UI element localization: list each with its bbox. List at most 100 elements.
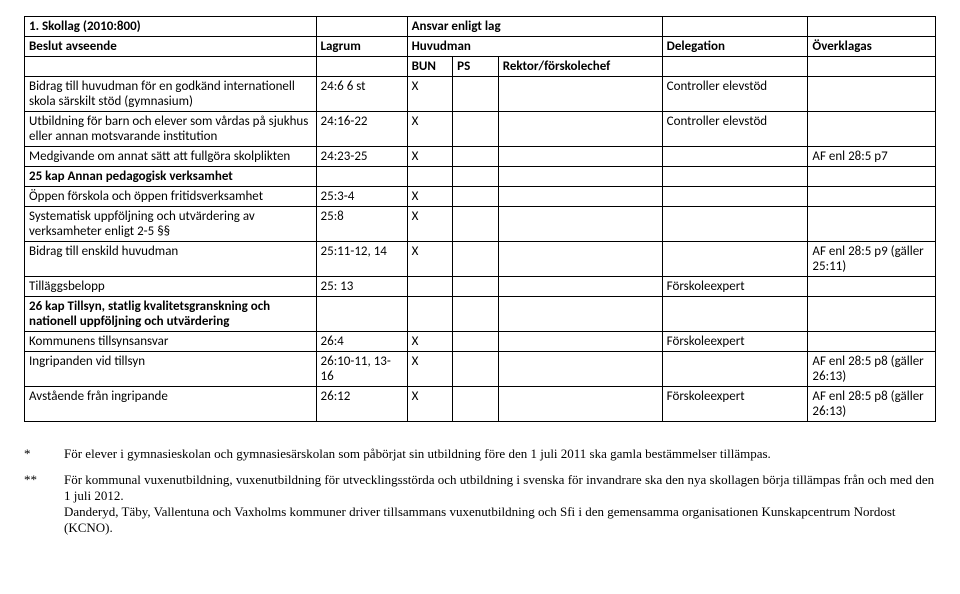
cell-bun bbox=[407, 277, 453, 297]
cell-rektor bbox=[498, 207, 662, 242]
cell-ps bbox=[453, 352, 499, 387]
col-rektor: Rektor/förskolechef bbox=[498, 57, 662, 77]
table-row: Kommunens tillsynsansvar26:4X Förskoleexp… bbox=[25, 332, 936, 352]
cell-delegation: Controller elevstöd bbox=[662, 112, 808, 147]
law-table: 1. Skollag (2010:800) Ansvar enligt lag … bbox=[24, 16, 936, 422]
cell-overk bbox=[808, 167, 936, 187]
cell-bun: X bbox=[407, 207, 453, 242]
cell-lagrum: 24:6 6 st bbox=[316, 77, 407, 112]
table-row: Avstående från ingripande26:12XFörskolee… bbox=[25, 387, 936, 422]
section-title: 1. Skollag (2010:800) bbox=[25, 17, 317, 37]
cell-overk: AF enl 28:5 p7 bbox=[808, 147, 936, 167]
cell-delegation: Förskoleexpert bbox=[662, 387, 808, 422]
table-row: Bidrag till huvudman för en godkänd inte… bbox=[25, 77, 936, 112]
cell-bun: X bbox=[407, 352, 453, 387]
cell-bun: X bbox=[407, 242, 453, 277]
cell-bun bbox=[407, 297, 453, 332]
table-row: Utbildning för barn och elever som vårda… bbox=[25, 112, 936, 147]
cell-lagrum: 24:16-22 bbox=[316, 112, 407, 147]
cell-bun: X bbox=[407, 387, 453, 422]
cell-desc: 25 kap Annan pedagogisk verksamhet bbox=[25, 167, 317, 187]
table-row: 26 kap Tillsyn, statlig kvalitetsgranskn… bbox=[25, 297, 936, 332]
cell-ps bbox=[453, 387, 499, 422]
cell-ps bbox=[453, 332, 499, 352]
col-beslut: Beslut avseende bbox=[25, 37, 317, 57]
cell-lagrum: 26:10-11, 13-16 bbox=[316, 352, 407, 387]
cell-lagrum: 25:8 bbox=[316, 207, 407, 242]
cell-ps bbox=[453, 297, 499, 332]
cell-bun: X bbox=[407, 187, 453, 207]
empty bbox=[662, 17, 808, 37]
cell-delegation bbox=[662, 352, 808, 387]
cell-delegation bbox=[662, 147, 808, 167]
cell-ps bbox=[453, 77, 499, 112]
cell-rektor bbox=[498, 167, 662, 187]
cell-rektor bbox=[498, 352, 662, 387]
cell-bun: X bbox=[407, 332, 453, 352]
col-overklagas: Överklagas bbox=[808, 37, 936, 57]
table-body: Bidrag till huvudman för en godkänd inte… bbox=[25, 77, 936, 422]
cell-bun: X bbox=[407, 112, 453, 147]
cell-desc: Kommunens tillsynsansvar bbox=[25, 332, 317, 352]
col-delegation: Delegation bbox=[662, 37, 808, 57]
cell-overk bbox=[808, 112, 936, 147]
cell-ps bbox=[453, 112, 499, 147]
cell-overk: AF enl 28:5 p8 (gäller 26:13) bbox=[808, 352, 936, 387]
cell-overk bbox=[808, 187, 936, 207]
cell-overk bbox=[808, 332, 936, 352]
footnote-1-text: För elever i gymnasieskolan och gymnasie… bbox=[64, 446, 771, 462]
empty bbox=[662, 57, 808, 77]
footnote-2-text: För kommunal vuxenutbildning, vuxenutbil… bbox=[64, 472, 936, 536]
table-row: Medgivande om annat sätt att fullgöra sk… bbox=[25, 147, 936, 167]
cell-rektor bbox=[498, 277, 662, 297]
cell-bun bbox=[407, 167, 453, 187]
cell-ps bbox=[453, 167, 499, 187]
table-row: Tilläggsbelopp25: 13Förskoleexpert bbox=[25, 277, 936, 297]
cell-rektor bbox=[498, 112, 662, 147]
table-row: Ingripanden vid tillsyn26:10-11, 13-16X A… bbox=[25, 352, 936, 387]
cell-delegation bbox=[662, 242, 808, 277]
cell-overk: AF enl 28:5 p8 (gäller 26:13) bbox=[808, 387, 936, 422]
cell-overk bbox=[808, 297, 936, 332]
cell-desc: Bidrag till huvudman för en godkänd inte… bbox=[25, 77, 317, 112]
cell-ps bbox=[453, 277, 499, 297]
cell-overk bbox=[808, 207, 936, 242]
cell-ps bbox=[453, 242, 499, 277]
cell-lagrum: 25: 13 bbox=[316, 277, 407, 297]
cell-rektor bbox=[498, 297, 662, 332]
cell-ps bbox=[453, 147, 499, 167]
cell-overk bbox=[808, 277, 936, 297]
col-lagrum: Lagrum bbox=[316, 37, 407, 57]
cell-delegation bbox=[662, 187, 808, 207]
cell-lagrum bbox=[316, 167, 407, 187]
header-row-2: Beslut avseende Lagrum Huvudman Delegati… bbox=[25, 37, 936, 57]
cell-overk bbox=[808, 77, 936, 112]
cell-lagrum: 25:11-12, 14 bbox=[316, 242, 407, 277]
table-row: 25 kap Annan pedagogisk verksamhet bbox=[25, 167, 936, 187]
cell-rektor bbox=[498, 242, 662, 277]
cell-rektor bbox=[498, 387, 662, 422]
col-huvudman: Huvudman bbox=[407, 37, 662, 57]
cell-desc: Ingripanden vid tillsyn bbox=[25, 352, 317, 387]
table-row: Bidrag till enskild huvudman25:11-12, 14… bbox=[25, 242, 936, 277]
footnote-1-mark: * bbox=[24, 446, 64, 462]
footnote-2: ** För kommunal vuxenutbildning, vuxenut… bbox=[24, 472, 936, 536]
responsibility-title: Ansvar enligt lag bbox=[407, 17, 662, 37]
cell-ps bbox=[453, 187, 499, 207]
cell-delegation bbox=[662, 297, 808, 332]
cell-delegation: Förskoleexpert bbox=[662, 332, 808, 352]
cell-desc: Tilläggsbelopp bbox=[25, 277, 317, 297]
cell-lagrum: 26:4 bbox=[316, 332, 407, 352]
header-row-3: BUN PS Rektor/förskolechef bbox=[25, 57, 936, 77]
cell-rektor bbox=[498, 332, 662, 352]
cell-bun: X bbox=[407, 147, 453, 167]
cell-rektor bbox=[498, 147, 662, 167]
cell-desc: Öppen förskola och öppen fritidsverksamh… bbox=[25, 187, 317, 207]
cell-delegation: Controller elevstöd bbox=[662, 77, 808, 112]
col-ps: PS bbox=[453, 57, 499, 77]
table-row: Öppen förskola och öppen fritidsverksamh… bbox=[25, 187, 936, 207]
cell-lagrum: 26:12 bbox=[316, 387, 407, 422]
cell-desc: 26 kap Tillsyn, statlig kvalitetsgranskn… bbox=[25, 297, 317, 332]
cell-desc: Bidrag till enskild huvudman bbox=[25, 242, 317, 277]
table-row: Systematisk uppföljning och utvärdering … bbox=[25, 207, 936, 242]
